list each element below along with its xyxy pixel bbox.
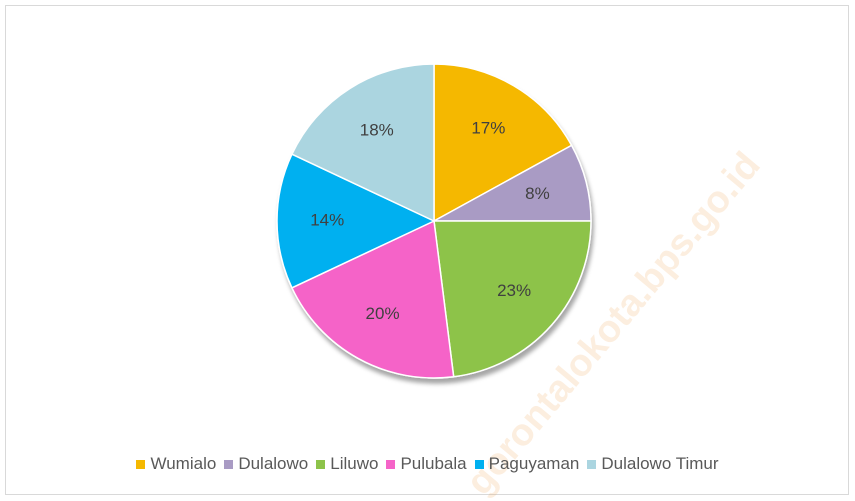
legend-item: Paguyaman (474, 454, 580, 474)
pie-slice (290, 219, 455, 379)
data-label: 8% (525, 184, 550, 203)
legend-label: Dulalowo (238, 454, 309, 473)
legend-swatch (587, 459, 597, 469)
legend: Wumialo Dulalowo Liluwo Pulubala Paguyaman Du… (0, 454, 855, 474)
legend-swatch (136, 459, 146, 469)
legend-item: Liluwo (316, 454, 378, 474)
legend-label: Paguyaman (488, 454, 580, 473)
data-label: 18% (360, 120, 394, 139)
data-label: 17% (471, 119, 505, 138)
legend-item: Pulubala (386, 454, 467, 474)
legend-item: Dulalowo Timur (587, 454, 719, 474)
pie-slice (276, 153, 436, 289)
legend-swatch (474, 459, 484, 469)
data-label: 23% (497, 281, 531, 300)
legend-swatch (386, 459, 396, 469)
pie (276, 63, 592, 379)
pie-slice (433, 220, 592, 378)
data-label: 20% (366, 304, 400, 323)
legend-label: Wumialo (150, 454, 217, 473)
legend-label: Liluwo (330, 454, 379, 473)
legend-swatch (224, 459, 234, 469)
legend-label: Dulalowo Timur (601, 454, 719, 473)
pie-slice (433, 63, 573, 223)
data-label: 14% (310, 210, 344, 229)
legend-item: Dulalowo (224, 454, 308, 474)
legend-swatch (316, 459, 326, 469)
pie-slice (290, 63, 435, 223)
labels: 17% 8% 23% 20% 14% 18% (310, 119, 549, 323)
legend-item: Wumialo (136, 454, 216, 474)
legend-label: Pulubala (400, 454, 467, 473)
